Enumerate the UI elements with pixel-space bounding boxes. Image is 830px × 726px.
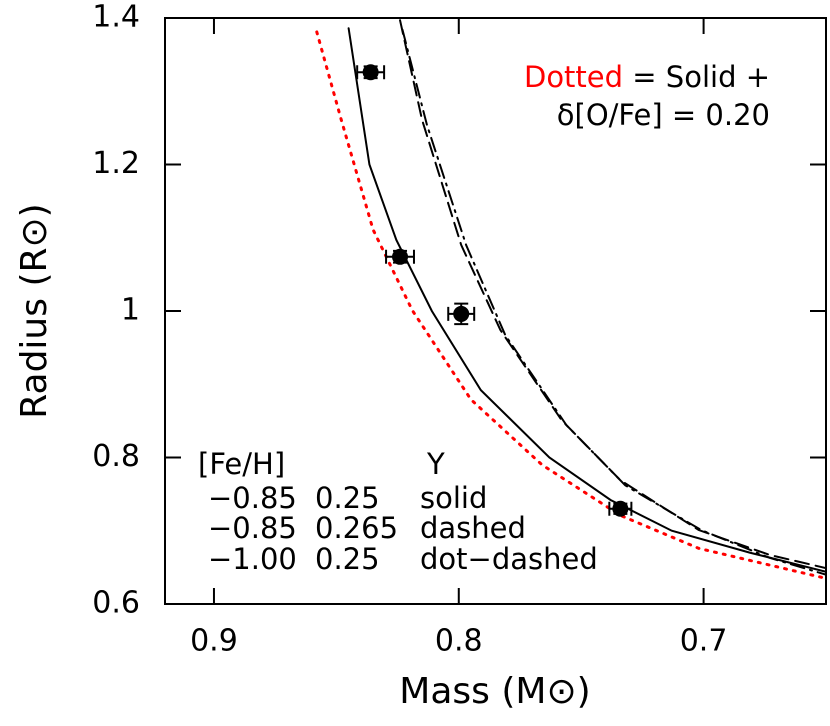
legend-cell: 0.265 [315,511,398,545]
point [453,305,470,322]
legend-cell: −0.85 [208,481,297,515]
x-tick-label: 0.7 [680,624,728,659]
annotation-text: = Solid + [632,60,770,94]
legend-header: Y [426,447,445,481]
point [612,500,629,517]
annotation: Dotted = Solid + [524,60,770,94]
y-tick-label: 1 [121,293,140,328]
x-tick-label: 0.9 [190,624,238,659]
x-tick-label: 0.8 [435,624,483,659]
y-tick-label: 1.4 [92,0,140,35]
y-tick-label: 0.8 [92,439,140,474]
line-solid [347,27,826,573]
legend-cell: −0.85 [208,511,297,545]
point [362,64,379,81]
point [392,248,409,265]
legend-cell: 0.25 [315,542,380,576]
legend-cell: solid [420,481,487,515]
y-tick-label: 0.6 [92,586,140,621]
line-dot-dashed [401,28,826,576]
legend-cell: −1.00 [208,542,297,576]
line-dashed [399,19,826,570]
plot-area [315,19,826,580]
y-tick-label: 1.2 [92,146,140,181]
annotation-highlight: Dotted [524,60,623,94]
x-axis-label: Mass (M⊙) [399,671,590,712]
legend-cell: dashed [420,511,526,545]
legend-cell: dot−dashed [420,542,598,576]
y-axis-label: Radius (R⊙) [14,203,55,418]
legend-header: [Fe/H] [198,447,285,481]
annotation-line: δ[O/Fe] = 0.20 [557,98,770,132]
line-dotted [315,30,826,580]
legend-cell: 0.25 [315,481,380,515]
